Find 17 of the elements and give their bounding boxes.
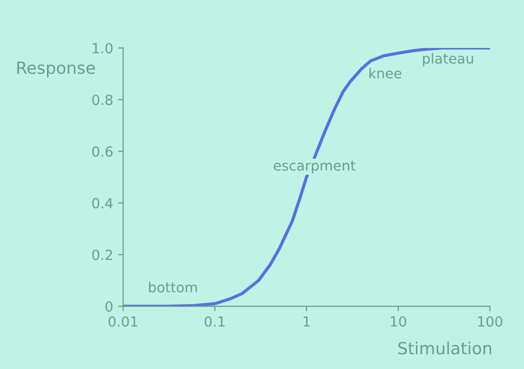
annotation: knee	[369, 68, 402, 78]
x-tick-label: 1	[304, 316, 310, 327]
x-axis-title: Stimulation	[398, 342, 492, 354]
y-tick-label: 0.4	[92, 198, 113, 208]
y-tick-label: 0	[105, 301, 112, 312]
annotation: plateau	[423, 52, 474, 66]
y-tick-label: 0.6	[92, 146, 113, 157]
annotation: bottom	[149, 282, 197, 293]
y-tick-label: 1.0	[92, 42, 112, 54]
y-axis-title: Response	[17, 62, 95, 78]
annotation: escarpment	[274, 160, 356, 174]
x-tick-label: 100	[478, 316, 502, 327]
x-tick-label: 0.01	[108, 316, 138, 327]
y-tick-label: 0.2	[92, 250, 112, 260]
y-tick-label: 0.8	[92, 94, 112, 106]
x-tick-label: 0.1	[204, 316, 225, 327]
x-tick-label: 10	[390, 316, 406, 327]
